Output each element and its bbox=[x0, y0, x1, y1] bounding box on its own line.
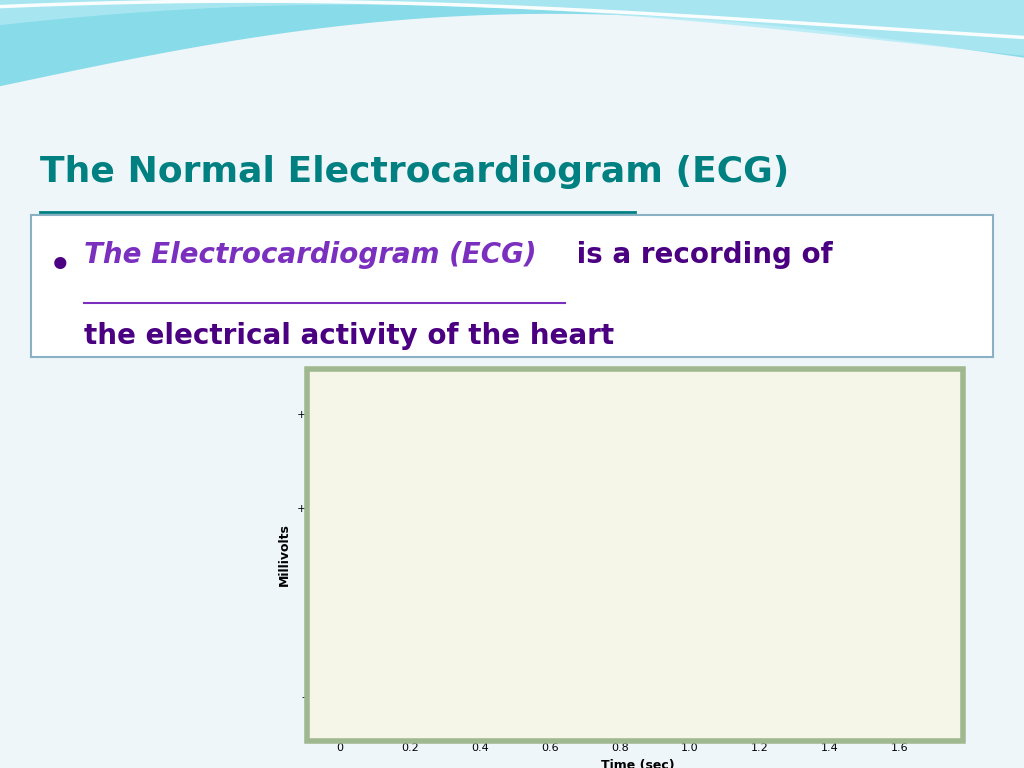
Text: Q: Q bbox=[414, 622, 421, 632]
Text: •: • bbox=[48, 247, 73, 288]
Text: S: S bbox=[422, 622, 428, 632]
Text: T: T bbox=[520, 558, 527, 568]
Polygon shape bbox=[0, 0, 1024, 56]
Polygon shape bbox=[0, 0, 1024, 86]
Text: S-T
segment: S-T segment bbox=[851, 522, 897, 544]
Text: Ventricles: Ventricles bbox=[417, 401, 472, 411]
Text: P: P bbox=[372, 568, 378, 578]
X-axis label: Time (sec): Time (sec) bbox=[601, 759, 674, 768]
Text: the electrical activity of the heart: the electrical activity of the heart bbox=[84, 322, 613, 349]
Text: Atria: Atria bbox=[359, 401, 386, 411]
Y-axis label: Millivolts: Millivolts bbox=[278, 524, 291, 586]
Text: R: R bbox=[408, 483, 416, 493]
Text: The Electrocardiogram (ECG): The Electrocardiogram (ECG) bbox=[84, 240, 537, 269]
Text: RR interval: RR interval bbox=[526, 443, 588, 453]
Text: The Normal Electrocardiogram (ECG): The Normal Electrocardiogram (ECG) bbox=[40, 155, 790, 190]
Text: Q-T interval: Q-T interval bbox=[750, 661, 806, 671]
Text: is a recording of: is a recording of bbox=[567, 240, 833, 269]
Text: = 0.16 sec: = 0.16 sec bbox=[352, 674, 404, 684]
Text: P-R interval: P-R interval bbox=[352, 657, 409, 667]
